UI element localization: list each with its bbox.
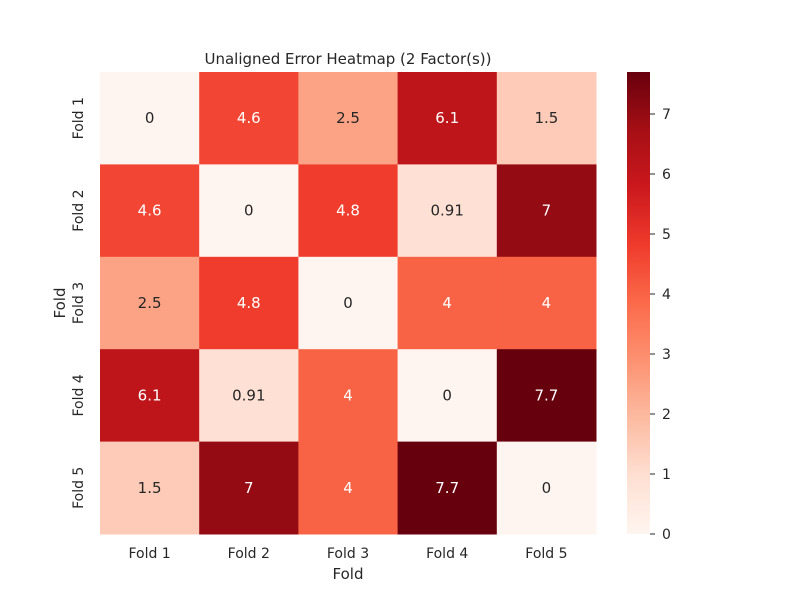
heatmap-cell-labels: 0 4.6 2.5 6.1 1.5 4.6 0 4.8 0.91 7 2.5 4.8 0 4 4 6.1 0.9…: [138, 109, 559, 497]
cell-value-label: 0.91: [430, 202, 463, 220]
cell-value-label: 0: [343, 294, 353, 312]
colorbar-tick-label: 1: [662, 467, 671, 483]
colorbar: [627, 72, 650, 534]
x-tick-label: Fold 2: [228, 546, 270, 562]
cell-value-label: 4: [343, 479, 353, 497]
colorbar-ticks: 0 1 2 3 4 5 6 7: [650, 107, 671, 543]
cell-value-label: 1.5: [138, 479, 162, 497]
y-tick-label: Fold 3: [71, 282, 87, 324]
heatmap-cell: [199, 164, 299, 258]
heatmap-cell: [199, 441, 299, 535]
x-tick-label: Fold 5: [525, 546, 567, 562]
heatmap-cell: [496, 441, 597, 535]
heatmap-cell: [496, 164, 597, 258]
heatmap-cell: [100, 72, 200, 165]
heatmap-cell: [199, 72, 299, 165]
heatmap-cell: [298, 72, 399, 165]
cell-value-label: 6.1: [138, 386, 162, 404]
heatmap-cell: [397, 256, 498, 350]
heatmap-cell: [397, 349, 498, 443]
colorbar-tick-label: 0: [662, 527, 671, 543]
cell-value-label: 2.5: [336, 109, 360, 127]
x-tick-label: Fold 3: [327, 546, 369, 562]
y-tick-label: Fold 1: [71, 97, 87, 139]
heatmap-cells: [100, 72, 597, 535]
heatmap-cell: [496, 256, 597, 350]
cell-value-label: 4.6: [237, 109, 261, 127]
heatmap-cell: [298, 441, 399, 535]
cell-value-label: 0.91: [232, 386, 265, 404]
cell-value-label: 4.6: [138, 202, 162, 220]
heatmap-cell: [397, 441, 498, 535]
y-tick-label: Fold 2: [71, 189, 87, 231]
x-axis-label: Fold: [333, 565, 364, 583]
heatmap-cell: [496, 72, 597, 165]
cell-value-label: 2.5: [138, 294, 162, 312]
heatmap-cell: [199, 349, 299, 443]
x-axis-ticks: Fold 1 Fold 2 Fold 3 Fold 4 Fold 5: [128, 546, 567, 562]
chart-title: Unaligned Error Heatmap (2 Factor(s)): [204, 50, 491, 68]
heatmap-cell: [298, 349, 399, 443]
colorbar-tick-label: 6: [662, 167, 671, 183]
cell-value-label: 1.5: [534, 109, 558, 127]
cell-value-label: 4: [343, 386, 353, 404]
cell-value-label: 7: [542, 202, 552, 220]
cell-value-label: 0: [442, 386, 452, 404]
colorbar-tick-label: 4: [662, 287, 671, 303]
heatmap-cell: [100, 164, 200, 258]
cell-value-label: 4: [442, 294, 452, 312]
colorbar-tick-label: 3: [662, 347, 671, 363]
x-tick-label: Fold 4: [426, 546, 468, 562]
y-tick-label: Fold 5: [71, 467, 87, 509]
heatmap-cell: [100, 441, 200, 535]
heatmap-cell: [298, 256, 399, 350]
cell-value-label: 4: [542, 294, 552, 312]
y-axis-label: Fold: [51, 288, 69, 319]
colorbar-tick-label: 2: [662, 407, 671, 423]
y-axis-ticks: Fold 1 Fold 2 Fold 3 Fold 4 Fold 5: [71, 97, 87, 509]
heatmap-cell: [496, 349, 597, 443]
cell-value-label: 4.8: [237, 294, 261, 312]
cell-value-label: 7.7: [435, 479, 459, 497]
cell-value-label: 0: [244, 202, 254, 220]
cell-value-label: 4.8: [336, 202, 360, 220]
heatmap-cell: [100, 256, 200, 350]
cell-value-label: 0: [542, 479, 552, 497]
colorbar-tick-label: 7: [662, 107, 671, 123]
y-tick-label: Fold 4: [71, 374, 87, 416]
heatmap-cell: [100, 349, 200, 443]
heatmap-cell: [397, 72, 498, 165]
cell-value-label: 0: [145, 109, 155, 127]
cell-value-label: 7.7: [534, 386, 558, 404]
colorbar-tick-label: 5: [662, 227, 671, 243]
heatmap-cell: [397, 164, 498, 258]
heatmap-cell: [298, 164, 399, 258]
cell-value-label: 6.1: [435, 109, 459, 127]
heatmap-cell: [199, 256, 299, 350]
x-tick-label: Fold 1: [128, 546, 170, 562]
cell-value-label: 7: [244, 479, 254, 497]
